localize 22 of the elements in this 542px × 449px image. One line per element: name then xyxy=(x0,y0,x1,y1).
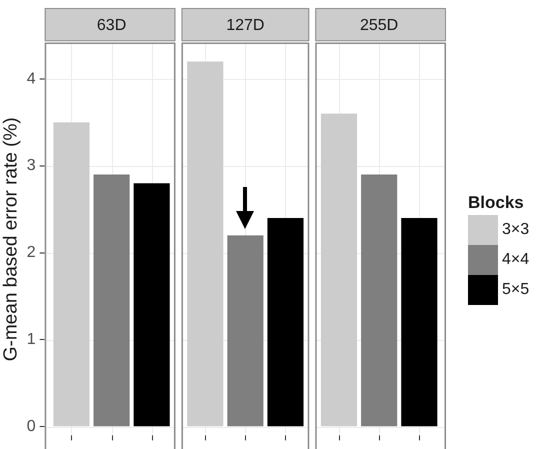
y-axis-title: G-mean based error rate (%) xyxy=(0,117,22,362)
bar xyxy=(134,183,170,426)
legend-label: 4×4 xyxy=(502,251,530,269)
bar xyxy=(267,218,304,426)
bar xyxy=(94,174,130,426)
legend-label: 3×3 xyxy=(502,221,530,239)
bar xyxy=(53,122,90,426)
bar xyxy=(227,235,264,426)
bar xyxy=(320,114,358,426)
bar xyxy=(401,218,438,426)
y-tick-label: 1 xyxy=(26,331,36,348)
y-tick-label: 2 xyxy=(26,244,36,262)
legend-title: Blocks xyxy=(468,193,525,213)
y-tick-label: 3 xyxy=(26,157,36,174)
x-tick-label: 63D xyxy=(96,17,126,34)
y-tick-label: 0 xyxy=(26,418,36,436)
legend-label: 5×5 xyxy=(502,281,530,299)
x-tick-label: 255D xyxy=(360,17,398,34)
bar xyxy=(361,174,398,426)
y-tick-label: 4 xyxy=(26,70,36,88)
bar xyxy=(187,61,224,426)
x-tick-label: 127D xyxy=(226,17,264,34)
